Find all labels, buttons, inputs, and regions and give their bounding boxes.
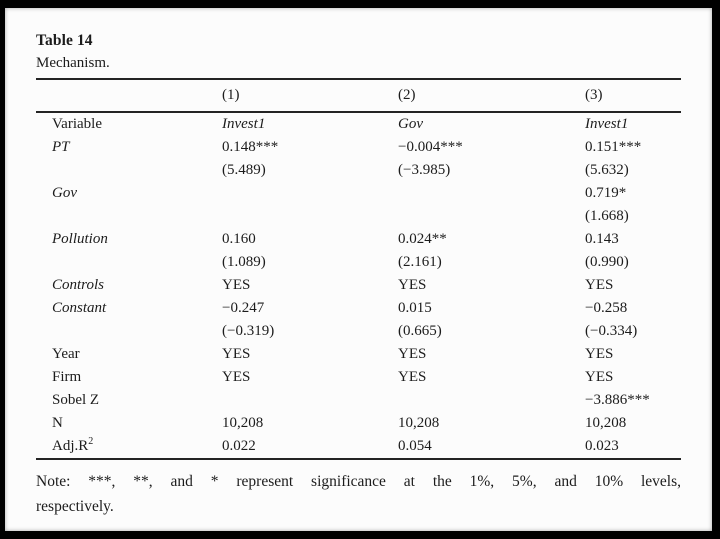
table-rule-bottom xyxy=(36,458,681,460)
table-row-variable: Variable Invest1 Gov Invest1 xyxy=(36,113,681,136)
cell-value: −0.004*** xyxy=(398,139,463,155)
cell-value: Invest1 xyxy=(585,116,629,132)
table-header-row: (1) (2) (3) xyxy=(36,80,681,111)
cell-value: Invest1 xyxy=(222,116,266,132)
adj-r-exponent: 2 xyxy=(88,436,94,447)
cell-value: 0.719* xyxy=(585,185,627,201)
paper-page: Table 14 Mechanism. (1) (2) (3) Variable… xyxy=(5,8,712,531)
cell-value: 0.148*** xyxy=(222,139,279,155)
cell-value: (0.665) xyxy=(398,323,442,339)
table-row-pt: PT 0.148*** −0.004*** 0.151*** xyxy=(36,136,681,159)
cell-value: 10,208 xyxy=(398,415,440,431)
note-line-2: respectively. xyxy=(36,498,114,515)
header-col-3: (3) xyxy=(585,87,603,103)
cell-value: YES xyxy=(398,369,427,385)
cell-value: 0.022 xyxy=(222,438,256,454)
cell-value: (1.668) xyxy=(585,208,629,224)
row-label: Adj.R2 xyxy=(36,435,222,458)
cell-value: 0.023 xyxy=(585,438,619,454)
adj-r-label: Adj.R xyxy=(52,438,89,454)
table-container: Table 14 Mechanism. (1) (2) (3) Variable… xyxy=(36,29,681,519)
row-label: N xyxy=(52,415,63,431)
header-col-2: (2) xyxy=(398,87,416,103)
cell-value: 0.151*** xyxy=(585,139,642,155)
cell-value: YES xyxy=(222,277,251,293)
row-label: Year xyxy=(52,346,80,362)
table-row-year: Year YES YES YES xyxy=(36,343,681,366)
row-label: PT xyxy=(52,139,70,155)
table-row-firm: Firm YES YES YES xyxy=(36,366,681,389)
table-title: Table 14 xyxy=(36,32,93,49)
table-row-adj-r2: Adj.R2 0.022 0.054 0.023 xyxy=(36,435,681,458)
table-row-constant-tstat: (−0.319) (0.665) (−0.334) xyxy=(36,320,681,343)
table-row-pollution-tstat: (1.089) (2.161) (0.990) xyxy=(36,251,681,274)
row-label: Controls xyxy=(52,277,104,293)
cell-value: −0.258 xyxy=(585,300,628,316)
table-row-pt-tstat: (5.489) (−3.985) (5.632) xyxy=(36,159,681,182)
cell-value: YES xyxy=(585,346,614,362)
cell-value: YES xyxy=(222,369,251,385)
table-note: Note: ***, **, and * represent significa… xyxy=(36,469,681,519)
cell-value: (1.089) xyxy=(222,254,266,270)
table-subtitle: Mechanism. xyxy=(36,55,110,71)
table-row-gov-tstat: (1.668) xyxy=(36,205,681,228)
table-row-sobel-z: Sobel Z −3.886*** xyxy=(36,389,681,412)
table-row-gov: Gov 0.719* xyxy=(36,182,681,205)
cell-value: 0.160 xyxy=(222,231,256,247)
cell-value: −0.247 xyxy=(222,300,265,316)
row-label: Variable xyxy=(52,116,102,132)
note-line-1: Note: ***, **, and * represent significa… xyxy=(36,473,681,490)
cell-value: 0.054 xyxy=(398,438,432,454)
cell-value: YES xyxy=(585,277,614,293)
cell-value: YES xyxy=(585,369,614,385)
row-label: Firm xyxy=(52,369,82,385)
cell-value: (−0.334) xyxy=(585,323,638,339)
table-rule-top xyxy=(36,78,681,80)
table-row-controls: Controls YES YES YES xyxy=(36,274,681,297)
cell-value: −3.886*** xyxy=(585,392,650,408)
row-label: Gov xyxy=(52,185,77,201)
cell-value: Gov xyxy=(398,116,423,132)
table-row-constant: Constant −0.247 0.015 −0.258 xyxy=(36,297,681,320)
cell-value: 0.024** xyxy=(398,231,447,247)
row-label: Sobel Z xyxy=(52,392,100,408)
row-label: Pollution xyxy=(52,231,108,247)
cell-value: (−0.319) xyxy=(222,323,275,339)
cell-value: YES xyxy=(398,277,427,293)
cell-value: (5.489) xyxy=(222,162,266,178)
row-label: Constant xyxy=(52,300,107,316)
table-row-pollution: Pollution 0.160 0.024** 0.143 xyxy=(36,228,681,251)
table-rule-header xyxy=(36,111,681,113)
cell-value: 10,208 xyxy=(222,415,264,431)
cell-value: (2.161) xyxy=(398,254,442,270)
cell-value: YES xyxy=(398,346,427,362)
cell-value: 10,208 xyxy=(585,415,627,431)
cell-value: 0.015 xyxy=(398,300,432,316)
table-row-n: N 10,208 10,208 10,208 xyxy=(36,412,681,435)
cell-value: 0.143 xyxy=(585,231,619,247)
cell-value: (5.632) xyxy=(585,162,629,178)
cell-value: (−3.985) xyxy=(398,162,451,178)
cell-value: YES xyxy=(222,346,251,362)
cell-value: (0.990) xyxy=(585,254,629,270)
header-col-1: (1) xyxy=(222,87,240,103)
